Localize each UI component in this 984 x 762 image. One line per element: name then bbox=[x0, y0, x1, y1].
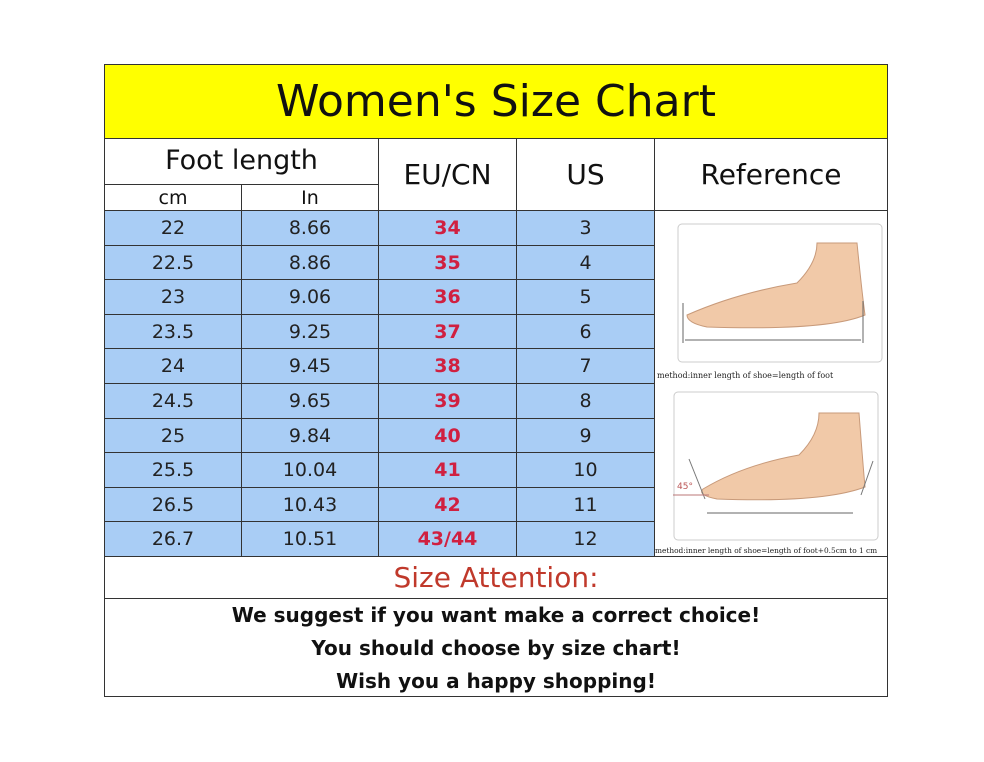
cell-cm: 23.5 bbox=[105, 314, 242, 350]
cell-eu: 34 bbox=[379, 211, 517, 246]
cell-us: 12 bbox=[517, 522, 655, 557]
cell-in: 9.25 bbox=[242, 314, 379, 350]
cell-us: 11 bbox=[517, 487, 655, 523]
cell-eu: 37 bbox=[379, 314, 517, 350]
size-chart-table: Women's Size Chart Foot length cm In EU/… bbox=[104, 64, 888, 697]
header-eu-cn: EU/CN bbox=[379, 139, 517, 211]
cell-cm: 22 bbox=[105, 211, 242, 246]
cell-us: 10 bbox=[517, 453, 655, 488]
header-in: In bbox=[242, 185, 379, 211]
header-us: US bbox=[517, 139, 655, 211]
cell-us: 8 bbox=[517, 384, 655, 419]
cell-us: 4 bbox=[517, 245, 655, 281]
cell-cm: 24 bbox=[105, 349, 242, 384]
cell-us: 3 bbox=[517, 211, 655, 246]
cell-cm: 26.5 bbox=[105, 487, 242, 523]
cell-in: 9.65 bbox=[242, 384, 379, 419]
cell-in: 8.66 bbox=[242, 211, 379, 246]
cell-in: 9.84 bbox=[242, 418, 379, 454]
reference-caption-1: method:inner length of shoe=length of fo… bbox=[657, 371, 834, 380]
cell-cm: 24.5 bbox=[105, 384, 242, 419]
reference-images: method:inner length of shoe=length of fo… bbox=[655, 211, 887, 557]
cell-eu: 39 bbox=[379, 384, 517, 419]
reference-caption-2: method:inner length of shoe=length of fo… bbox=[655, 546, 878, 555]
cell-eu: 43/44 bbox=[379, 522, 517, 557]
header-foot-length: Foot length bbox=[105, 139, 379, 185]
cell-eu: 36 bbox=[379, 280, 517, 315]
attention-line-1: We suggest if you want make a correct ch… bbox=[231, 603, 761, 627]
cell-cm: 22.5 bbox=[105, 245, 242, 281]
cell-cm: 26.7 bbox=[105, 522, 242, 557]
foot-measure-illustration-2: 45° bbox=[673, 391, 879, 541]
cell-us: 5 bbox=[517, 280, 655, 315]
cell-eu: 35 bbox=[379, 245, 517, 281]
cell-eu: 42 bbox=[379, 487, 517, 523]
cell-in: 8.86 bbox=[242, 245, 379, 281]
cell-us: 6 bbox=[517, 314, 655, 350]
cell-in: 9.06 bbox=[242, 280, 379, 315]
cell-in: 10.04 bbox=[242, 453, 379, 488]
cell-in: 10.51 bbox=[242, 522, 379, 557]
cell-in: 10.43 bbox=[242, 487, 379, 523]
cell-cm: 25 bbox=[105, 418, 242, 454]
cell-us: 7 bbox=[517, 349, 655, 384]
cell-cm: 25.5 bbox=[105, 453, 242, 488]
size-attention-heading: Size Attention: bbox=[105, 557, 887, 599]
cell-eu: 40 bbox=[379, 418, 517, 454]
cell-cm: 23 bbox=[105, 280, 242, 315]
chart-title: Women's Size Chart bbox=[105, 65, 887, 139]
cell-eu: 38 bbox=[379, 349, 517, 384]
header-cm: cm bbox=[105, 185, 242, 211]
attention-line-2: You should choose by size chart! bbox=[311, 636, 681, 660]
cell-us: 9 bbox=[517, 418, 655, 454]
foot-measure-illustration-1 bbox=[677, 223, 883, 363]
attention-line-3: Wish you a happy shopping! bbox=[336, 669, 656, 693]
cell-eu: 41 bbox=[379, 453, 517, 488]
angle-label: 45° bbox=[677, 482, 693, 492]
cell-in: 9.45 bbox=[242, 349, 379, 384]
header-reference: Reference bbox=[655, 139, 887, 211]
